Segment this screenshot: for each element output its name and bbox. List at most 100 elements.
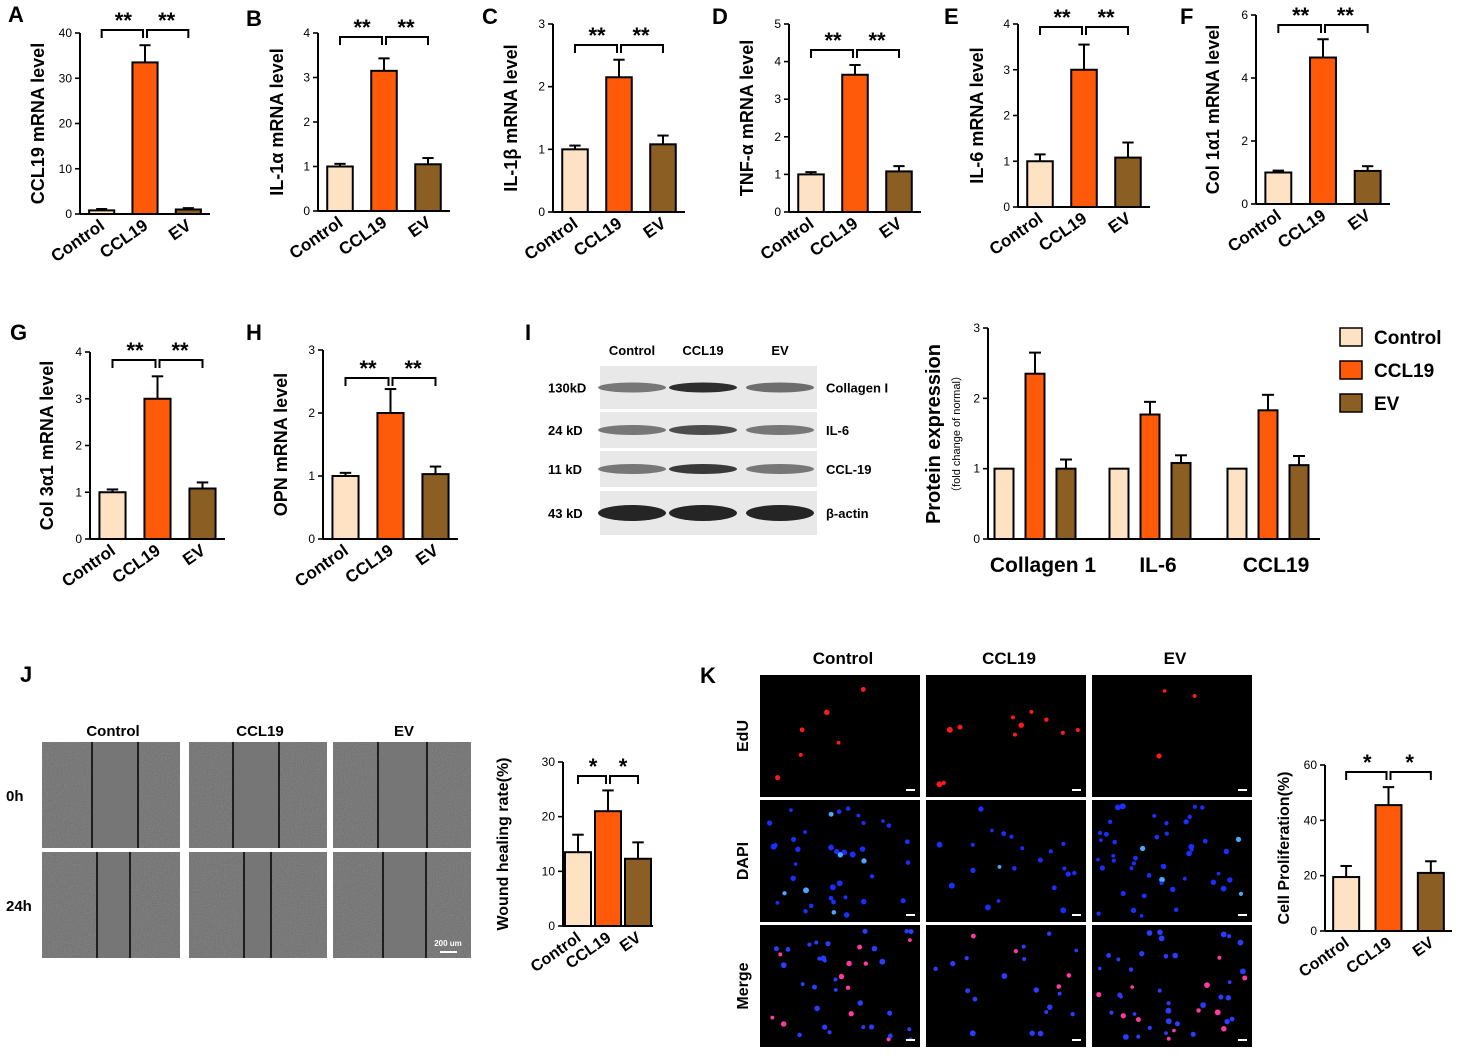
bar-control <box>993 467 1015 540</box>
cell-nucleus <box>946 726 953 733</box>
cell-nucleus <box>1116 957 1121 962</box>
cell-nucleus <box>1204 982 1210 988</box>
y-tick-label: 20 <box>542 810 556 824</box>
cell-nucleus <box>1210 879 1217 885</box>
cell-nucleus <box>860 687 866 692</box>
cell-nucleus <box>831 910 837 915</box>
y-tick-label: 4 <box>774 55 781 69</box>
bar-ccl19 <box>1374 804 1403 932</box>
bar-control <box>1026 160 1054 208</box>
cell-nucleus <box>936 841 943 848</box>
y-tick-label: 0 <box>65 207 72 221</box>
cell-nucleus <box>807 942 812 947</box>
y-tick-label: 10 <box>542 864 556 878</box>
cell-nucleus <box>766 820 773 826</box>
cell-nucleus <box>857 1000 864 1006</box>
y-tick-label: 2 <box>1241 134 1248 148</box>
cell-nucleus <box>1239 968 1246 975</box>
cell-nucleus <box>964 955 969 961</box>
cell-nucleus <box>950 961 956 967</box>
y-tick-label: 0 <box>75 532 82 546</box>
cell-nucleus <box>970 842 975 847</box>
y-tick-label: 1 <box>303 160 310 174</box>
cell-nucleus <box>957 724 963 730</box>
sig-bracket <box>100 29 144 38</box>
cell-nucleus <box>1227 934 1232 939</box>
fluorescence-image <box>760 925 920 1047</box>
cell-nucleus <box>1070 1011 1075 1017</box>
x-tick-label: Control <box>1224 206 1284 256</box>
bar-ev <box>1353 169 1382 206</box>
x-tick-label: CCL19 <box>1035 209 1090 255</box>
y-tick-label: 30 <box>59 71 73 85</box>
bar-control <box>1332 876 1361 932</box>
column-label: Control <box>813 649 873 668</box>
scale-bar <box>906 789 915 791</box>
protein-label: CCL-19 <box>826 462 872 477</box>
y-tick-label: 1 <box>308 469 315 483</box>
bar-ev <box>421 473 450 540</box>
cell-nucleus <box>1154 834 1160 840</box>
cell-nucleus <box>1165 1007 1172 1014</box>
cell-nucleus <box>1130 985 1135 989</box>
cell-nucleus <box>827 1030 832 1035</box>
panel-letter: E <box>944 4 959 29</box>
x-tick-label: EV <box>1410 934 1438 960</box>
sig-bracket <box>146 29 190 38</box>
cell-nucleus <box>1037 857 1043 863</box>
cell-nucleus <box>1221 1026 1227 1032</box>
cell-nucleus <box>1099 865 1105 871</box>
cell-nucleus <box>837 852 843 858</box>
x-tick-label: CCL19 <box>570 214 625 260</box>
protein-label: IL-6 <box>826 423 849 438</box>
y-axis-sublabel: （fold change of normal） <box>950 370 963 498</box>
cell-nucleus <box>1029 1030 1035 1036</box>
cell-nucleus <box>1062 866 1067 871</box>
legend-swatch <box>1339 360 1363 380</box>
cell-nucleus <box>1202 838 1208 844</box>
cell-nucleus <box>1172 1028 1176 1033</box>
sig-bracket <box>574 44 618 53</box>
cell-nucleus <box>936 781 943 788</box>
bar-control <box>326 165 354 212</box>
cell-nucleus <box>1190 1031 1196 1037</box>
blot-band <box>669 505 737 521</box>
cell-nucleus <box>1157 988 1162 993</box>
cell-nucleus <box>1187 814 1192 820</box>
cell-nucleus <box>780 962 787 969</box>
cell-nucleus <box>990 828 994 833</box>
y-tick-label: 0 <box>1003 200 1010 214</box>
y-tick-label: 0 <box>308 532 315 546</box>
x-tick-label: CCL19 <box>96 216 151 262</box>
sig-bracket <box>620 44 664 53</box>
cell-nucleus <box>886 1037 891 1042</box>
cell-nucleus <box>1186 850 1192 857</box>
cell-nucleus <box>1152 813 1157 819</box>
panel-letter: I <box>525 320 531 345</box>
cell-nucleus <box>933 966 938 972</box>
row-label: DAPI <box>735 842 752 880</box>
y-tick-label: 2 <box>774 130 781 144</box>
cell-nucleus <box>904 929 909 934</box>
cell-nucleus <box>1182 876 1187 881</box>
cell-nucleus <box>1166 1001 1171 1006</box>
x-tick-label: EV <box>640 213 670 242</box>
bar-ev <box>188 487 217 541</box>
cell-nucleus <box>1156 753 1162 759</box>
sig-label: * <box>589 754 598 779</box>
cell-nucleus <box>775 775 781 781</box>
cell-nucleus <box>825 941 831 947</box>
sig-bracket <box>810 49 854 58</box>
cell-nucleus <box>1107 819 1113 825</box>
panel-letter: B <box>246 6 262 31</box>
cell-nucleus <box>1009 834 1014 839</box>
cell-nucleus <box>1164 831 1169 836</box>
cell-nucleus <box>1044 717 1049 722</box>
sig-bracket <box>385 36 429 45</box>
row-label: EdU <box>735 720 752 752</box>
panel-letter: D <box>712 4 728 29</box>
y-axis-label: IL-1β mRNA level <box>501 44 521 191</box>
